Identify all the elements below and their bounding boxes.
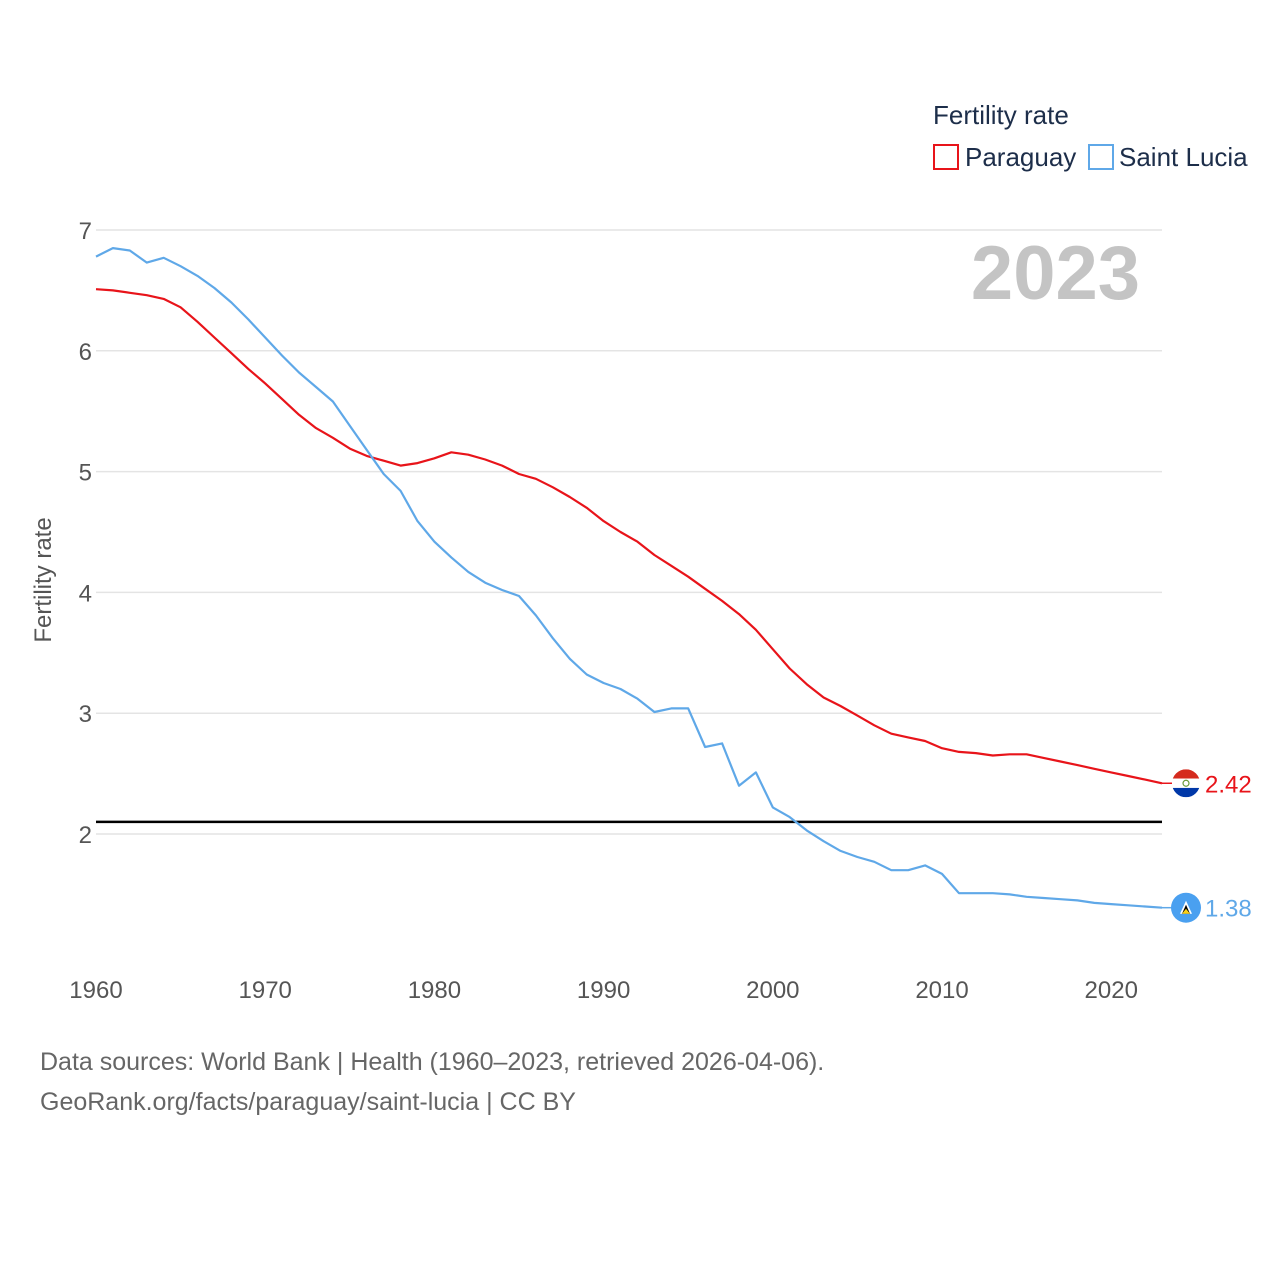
footer-attribution-line[interactable]: GeoRank.org/facts/paraguay/saint-lucia |… (40, 1088, 576, 1116)
y-tick-label-2: 2 (79, 822, 92, 849)
legend-label-paraguay: Paraguay (965, 142, 1076, 172)
y-tick-label-6: 6 (79, 339, 92, 366)
flag-triangle-gold (1182, 908, 1190, 914)
x-tick-label-2010: 2010 (915, 977, 968, 1004)
legend-item-paraguay[interactable]: Paraguay (933, 142, 1076, 172)
legend-item-saint-lucia[interactable]: Saint Lucia (1088, 142, 1248, 172)
fertility-rate-chart: 2 3 4 5 6 7 1960 1970 1980 1990 2000 2010 2020 Fert… (30, 100, 1252, 1004)
y-axis-label: Fertility rate (30, 517, 57, 642)
flag-stripe-red (1172, 769, 1200, 779)
footer-source-line: Data sources: World Bank | Health (1960–… (40, 1048, 825, 1076)
y-tick-label-4: 4 (79, 580, 92, 607)
x-tick-label-1980: 1980 (408, 977, 461, 1004)
y-tick-label-5: 5 (79, 460, 92, 487)
gridlines (96, 229, 1162, 835)
flag-icon-paraguay (1172, 769, 1200, 798)
y-tick-label-7: 7 (79, 218, 92, 245)
x-tick-label-2000: 2000 (746, 977, 799, 1004)
series-line-saint-lucia (95, 247, 1163, 909)
flag-emblem-paraguay (1182, 779, 1190, 787)
x-tick-label-1960: 1960 (69, 977, 122, 1004)
current-year-label: 2023 (971, 231, 1140, 316)
legend-title: Fertility rate (933, 100, 1069, 130)
x-axis-ticks: 1960 1970 1980 1990 2000 2010 2020 (69, 977, 1138, 1004)
y-tick-label-3: 3 (79, 701, 92, 728)
data-source-footer: Data sources: World Bank | Health (1960–… (40, 1042, 824, 1122)
end-value-label-paraguay: 2.42 (1205, 771, 1252, 798)
flag-stripes-paraguay (1172, 769, 1200, 798)
legend-swatch-paraguay (933, 144, 959, 170)
flag-stripe-blue (1172, 787, 1200, 798)
series-lines (95, 247, 1163, 909)
y-axis-ticks: 2 3 4 5 6 7 (79, 218, 92, 849)
flag-icon-saint-lucia (1171, 892, 1201, 923)
legend-label-saint-lucia: Saint Lucia (1119, 142, 1248, 172)
series-line-paraguay (95, 288, 1163, 785)
series-end-markers: 2.42 1.38 (1162, 769, 1252, 923)
flag-stripe-white (1172, 778, 1200, 788)
x-tick-label-2020: 2020 (1085, 977, 1138, 1004)
end-value-label-saint-lucia: 1.38 (1205, 896, 1252, 923)
x-tick-label-1970: 1970 (239, 977, 292, 1004)
x-tick-label-1990: 1990 (577, 977, 630, 1004)
legend-swatch-saint-lucia (1088, 144, 1114, 170)
legend: Fertility rate Paraguay Saint Lucia (933, 100, 1248, 172)
